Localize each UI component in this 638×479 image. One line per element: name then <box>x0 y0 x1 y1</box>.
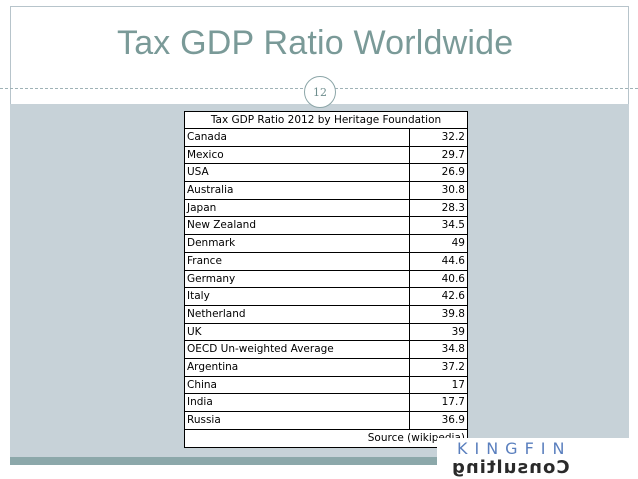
table-row: Germany 40.6 <box>185 270 467 289</box>
value-cell: 28.3 <box>441 201 465 214</box>
country-cell: OECD Un-weighted Average <box>185 341 410 358</box>
table-row: Japan 28.3 <box>185 199 467 218</box>
table-row: Denmark 49 <box>185 235 467 253</box>
table-source: Source (wikipedia) <box>367 431 465 444</box>
country-cell: USA <box>185 164 410 182</box>
value-cell: 26.9 <box>441 166 465 179</box>
table-row: New Zealand 34.5 <box>185 217 467 236</box>
value-cell: 34.8 <box>441 343 465 356</box>
table-row: Russia 36.9 <box>185 412 467 430</box>
table-row: USA 26.9 <box>185 164 467 183</box>
country-cell: France <box>185 252 410 270</box>
value-cell: 42.6 <box>441 290 465 303</box>
value-cell: 36.9 <box>441 414 465 426</box>
table-row: India 17.7 <box>185 394 467 412</box>
value-cell: 49 <box>451 237 465 250</box>
tax-gdp-table: Tax GDP Ratio 2012 by Heritage Foundatio… <box>184 111 468 448</box>
slide-title: Tax GDP Ratio Worldwide <box>117 24 514 62</box>
country-cell: New Zealand <box>185 217 410 235</box>
table-body: Canada 32.2 Mexico 29.7 USA 26.9 Australia 30.8… <box>185 129 467 430</box>
country-cell: Mexico <box>185 146 410 164</box>
country-cell: Argentina <box>185 358 410 376</box>
logo-top-text: KINGFIN <box>457 439 572 458</box>
value-cell: 39 <box>451 325 465 338</box>
country-cell: Russia <box>185 412 410 429</box>
value-cell: 37.2 <box>441 360 465 373</box>
table-row: Netherland 39.8 <box>185 305 467 324</box>
table-row: Italy 42.6 <box>185 288 467 306</box>
value-cell: 17.7 <box>441 396 465 409</box>
country-cell: Japan <box>185 199 410 217</box>
value-cell: 44.6 <box>441 254 465 267</box>
table-row: OECD Un-weighted Average 34.8 <box>185 341 467 359</box>
value-cell: 29.7 <box>441 148 465 161</box>
bottom-band <box>10 457 629 465</box>
value-cell: 30.8 <box>441 184 465 197</box>
kingfin-logo: KINGFIN Consulting <box>437 438 638 479</box>
table-row: Canada 32.2 <box>185 129 467 147</box>
value-cell: 40.6 <box>441 272 465 285</box>
table-row: Argentina 37.2 <box>185 358 467 377</box>
table-title: Tax GDP Ratio 2012 by Heritage Foundatio… <box>185 112 467 129</box>
value-cell: 34.5 <box>441 219 465 232</box>
table-row: France 44.6 <box>185 252 467 271</box>
country-cell: Canada <box>185 129 410 146</box>
page-number-badge: 12 <box>304 76 336 108</box>
table-row: UK 39 <box>185 323 467 342</box>
country-cell: Australia <box>185 182 410 199</box>
country-cell: Netherland <box>185 305 410 323</box>
value-cell: 39.8 <box>441 307 465 320</box>
table-row: China 17 <box>185 376 467 395</box>
value-cell: 17 <box>451 378 465 391</box>
logo-bottom-text: Consulting <box>451 457 570 478</box>
table-row: Australia 30.8 <box>185 182 467 200</box>
country-cell: Italy <box>185 288 410 305</box>
country-cell: India <box>185 394 410 411</box>
country-cell: Germany <box>185 270 410 288</box>
country-cell: China <box>185 376 410 394</box>
country-cell: UK <box>185 323 410 341</box>
value-cell: 32.2 <box>441 131 465 143</box>
country-cell: Denmark <box>185 235 410 252</box>
table-row: Mexico 29.7 <box>185 146 467 165</box>
